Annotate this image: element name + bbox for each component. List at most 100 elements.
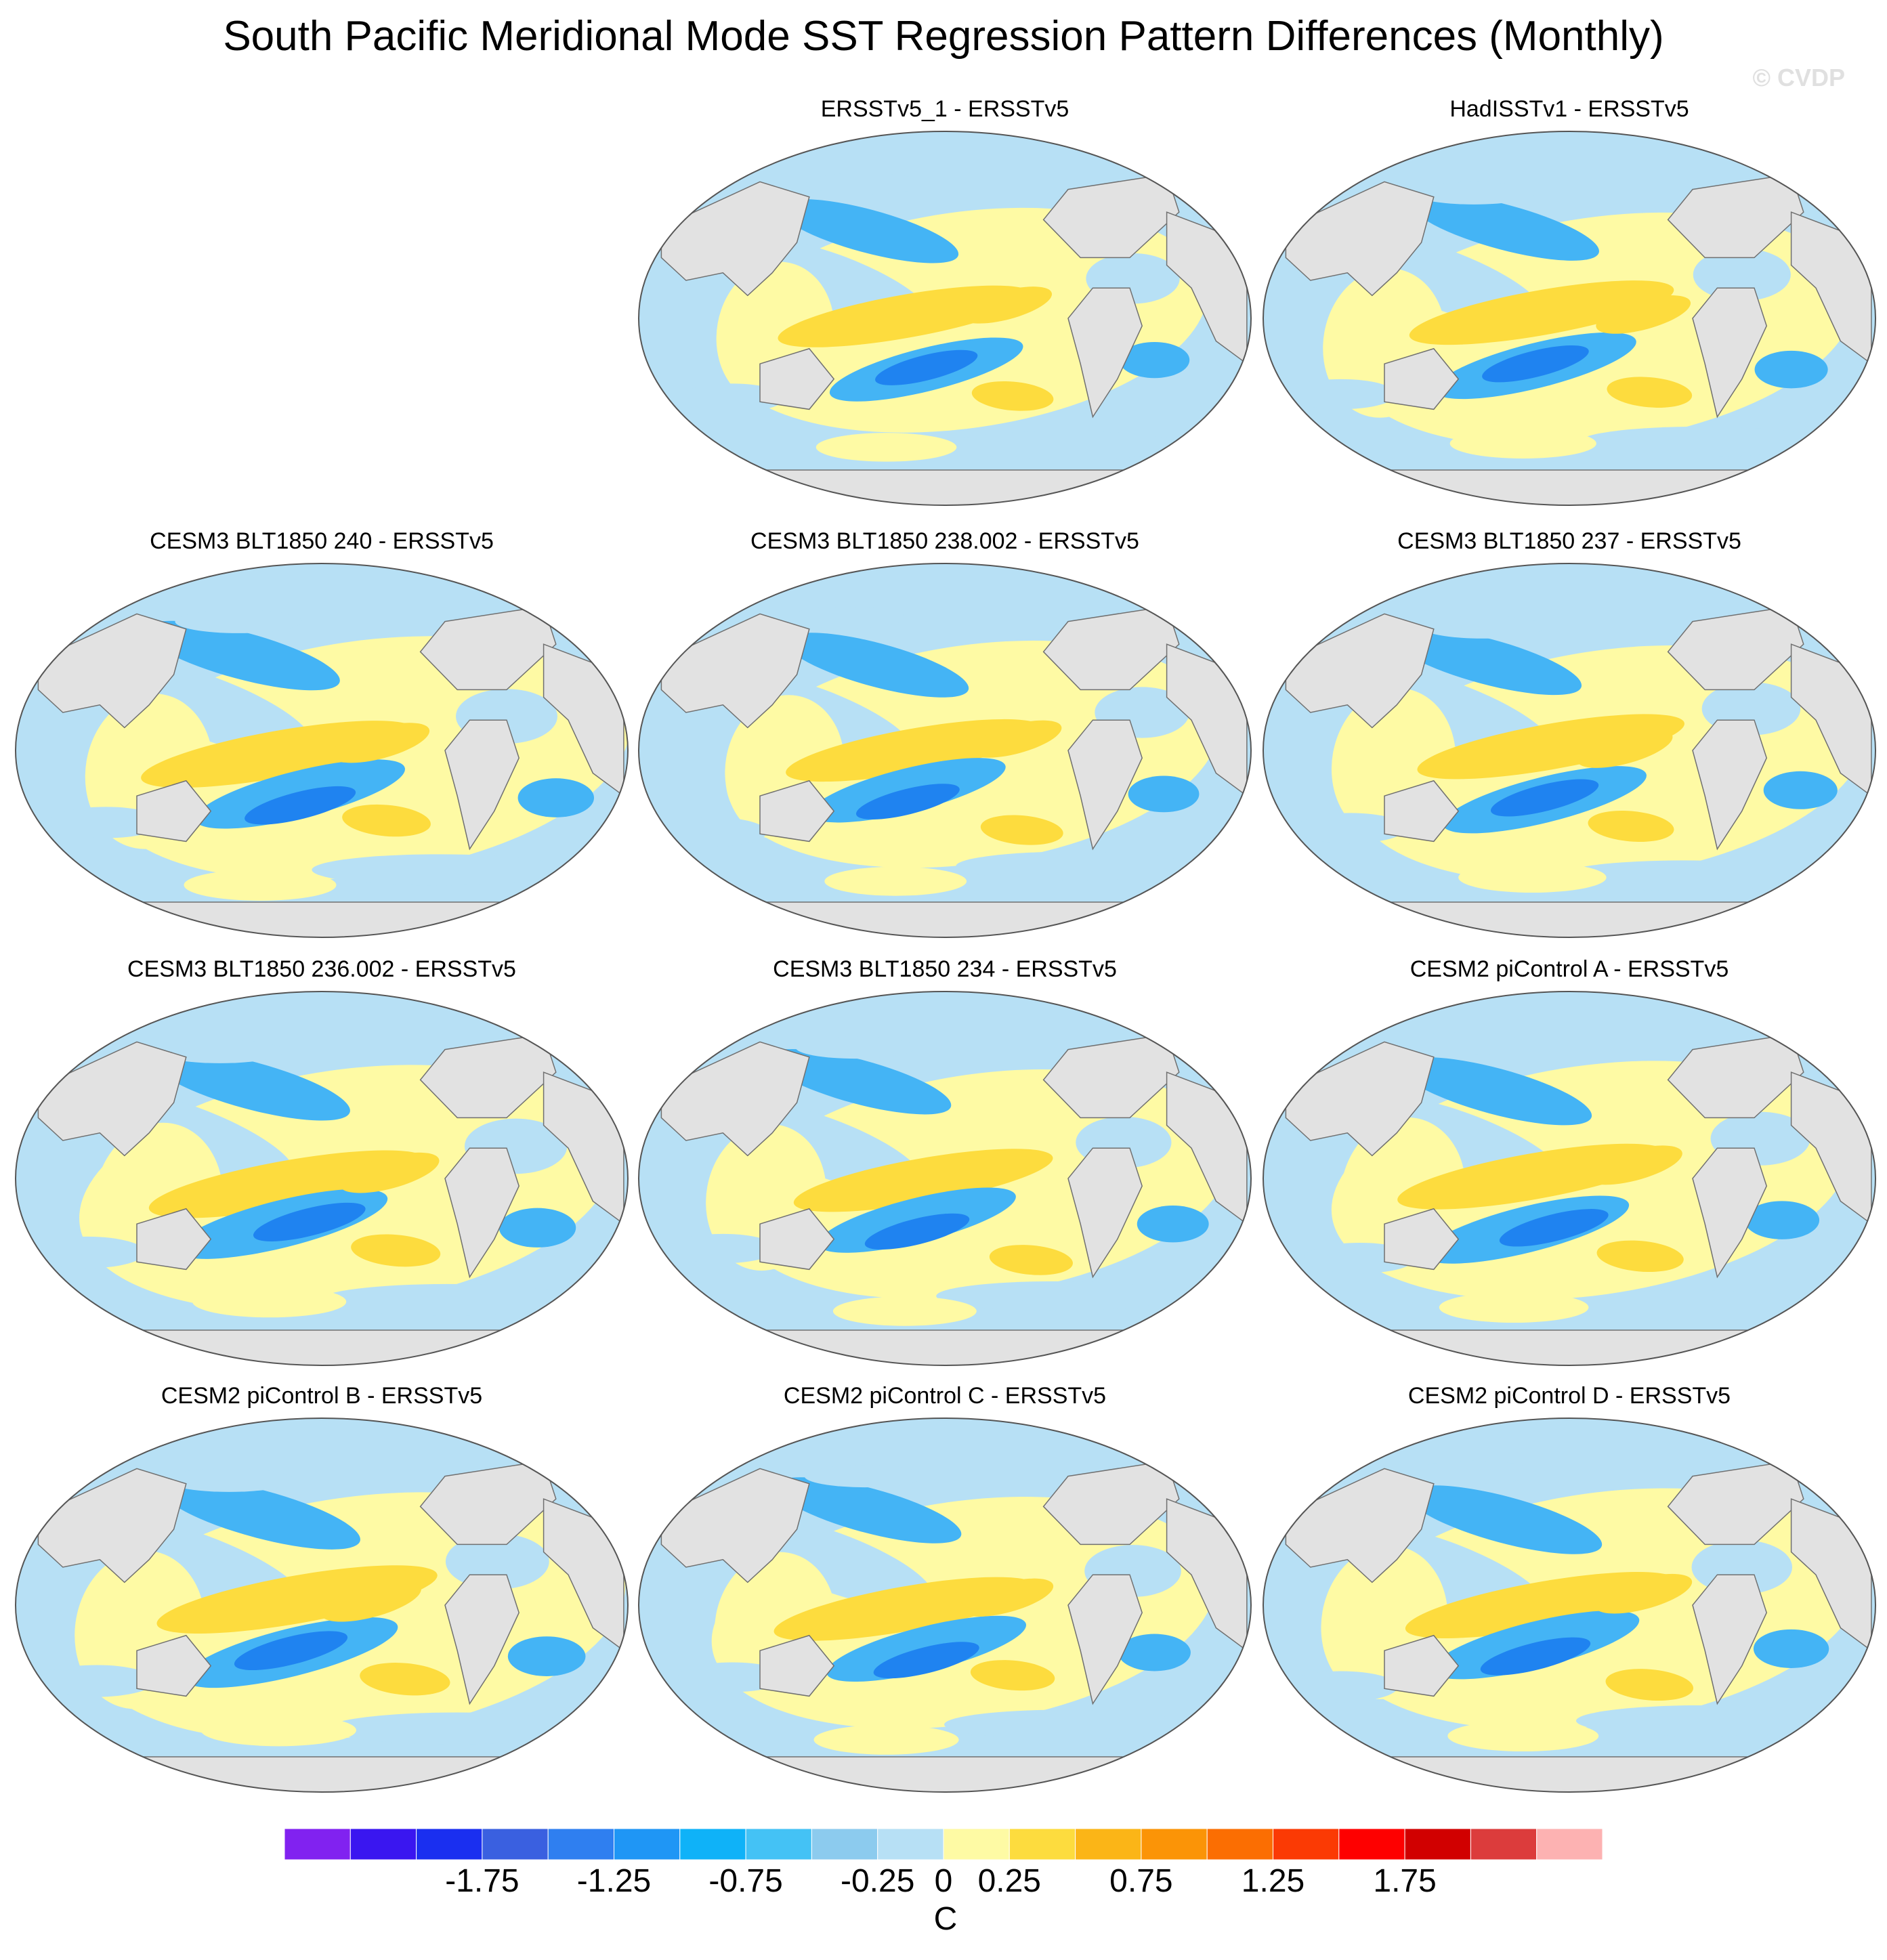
colorbar-swatch (1470, 1829, 1538, 1860)
anomaly-region (1586, 1145, 1682, 1185)
anomaly-region (1560, 860, 1807, 891)
anomaly-region (864, 1213, 970, 1250)
anomaly-region (1409, 194, 1599, 261)
land-mass (759, 347, 835, 410)
anomaly-region (1499, 1209, 1609, 1247)
land-mass (1285, 1468, 1435, 1583)
anomaly-region (813, 1724, 959, 1755)
anomaly-region (234, 1631, 348, 1671)
anomaly-region (1391, 627, 1582, 696)
anomaly-region (1605, 1669, 1694, 1701)
anomaly-region (971, 381, 1054, 411)
anomaly-region (786, 719, 1042, 782)
land-mass (16, 1329, 628, 1365)
anomaly-region (824, 866, 967, 896)
figure-title: South Pacific Meridional Mode SST Regres… (223, 13, 1664, 60)
colorbar-swatch (482, 1829, 549, 1860)
anomaly-region (1409, 280, 1674, 345)
colorbar-swatch (1404, 1829, 1471, 1860)
anomaly-region (1411, 1460, 1537, 1485)
map-outline (1263, 1418, 1876, 1793)
anomaly-region (1594, 1573, 1693, 1614)
map-panel (15, 1418, 629, 1793)
map-panel (1263, 131, 1876, 506)
land-mass (37, 613, 187, 729)
colorbar-swatch (943, 1829, 1010, 1860)
land-mass (136, 1634, 212, 1697)
panel-title: CESM2 piControl C - ERSSTv5 (783, 1383, 1107, 1409)
land-mass (639, 1756, 1251, 1792)
colorbar-tick-label: 1.25 (1241, 1863, 1305, 1899)
anomaly-region (1284, 1671, 1398, 1703)
panel-title: CESM3 BLT1850 236.002 - ERSSTv5 (127, 956, 516, 982)
land-mass (136, 1208, 212, 1271)
anomaly-region (1119, 342, 1190, 379)
anomaly-region (1439, 1292, 1589, 1323)
land-mass (1067, 1147, 1143, 1279)
anomaly-region (192, 1285, 347, 1318)
anomaly-region (253, 1202, 366, 1241)
land-mass (1263, 469, 1875, 505)
anomaly-region (1596, 295, 1691, 334)
colorbar-tick-label: 0 (934, 1863, 953, 1899)
anomaly-region (804, 1465, 925, 1488)
panel-title: CESM2 piControl D - ERSSTv5 (1407, 1383, 1731, 1409)
anomaly-region (969, 720, 1062, 758)
anomaly-region (1405, 1572, 1678, 1638)
colorbar-swatch (1141, 1829, 1208, 1860)
colorbar-tick-label: 0.75 (1109, 1863, 1173, 1899)
land-mass (660, 181, 810, 297)
colorbar-swatch (1338, 1829, 1405, 1860)
anomaly-region (342, 804, 431, 837)
anomaly-region (679, 383, 785, 412)
anomaly-region (815, 433, 957, 462)
map-panel (15, 991, 629, 1366)
colorbar-swatch (614, 1829, 681, 1860)
anomaly-region (785, 633, 969, 698)
anomaly-region (245, 786, 356, 825)
anomaly-region (1118, 1634, 1191, 1671)
land-mass (660, 1468, 810, 1583)
land-mass (1285, 613, 1435, 729)
anomaly-region (936, 1281, 1176, 1311)
anomaly-region (1137, 1206, 1209, 1243)
colorbar-swatch (811, 1829, 878, 1860)
anomaly-region (1449, 428, 1596, 459)
land-mass (639, 469, 1251, 505)
colorbar-swatch (547, 1829, 615, 1860)
anomaly-region (950, 1150, 1044, 1188)
anomaly-region (1480, 1637, 1591, 1676)
anomaly-region (1286, 379, 1397, 410)
anomaly-region (164, 1468, 295, 1492)
anomaly-region (980, 815, 1063, 845)
anomaly-region (1568, 1290, 1817, 1321)
anomaly-region (832, 1296, 977, 1326)
panel-title: CESM2 piControl A - ERSSTv5 (1409, 956, 1729, 982)
anomaly-region (956, 851, 1193, 881)
anomaly-region (339, 1152, 440, 1193)
land-mass (1067, 719, 1143, 851)
land-mass (1263, 901, 1875, 937)
map-panel (1263, 991, 1876, 1366)
anomaly-region (156, 1039, 284, 1063)
land-mass (639, 1329, 1251, 1365)
anomaly-region (312, 854, 566, 886)
panel-title: CESM3 BLT1850 238.002 - ERSSTv5 (750, 528, 1139, 554)
land-mass (639, 901, 1251, 937)
anomaly-region (677, 1662, 787, 1692)
map-panel (1263, 563, 1876, 938)
colorbar-swatch (679, 1829, 746, 1860)
colorbar-swatch (1075, 1829, 1142, 1860)
anomaly-region (806, 173, 924, 195)
colorbar-swatch (877, 1829, 944, 1860)
colorbar-swatch (1009, 1829, 1076, 1860)
map-panel (638, 991, 1252, 1366)
anomaly-region (30, 1236, 146, 1269)
map-panel (638, 563, 1252, 938)
anomaly-region (1588, 811, 1674, 842)
land-mass (660, 1041, 810, 1157)
colorbar-swatch (1273, 1829, 1340, 1860)
watermark: © CVDP (1752, 64, 1845, 91)
land-mass (1285, 1041, 1435, 1157)
